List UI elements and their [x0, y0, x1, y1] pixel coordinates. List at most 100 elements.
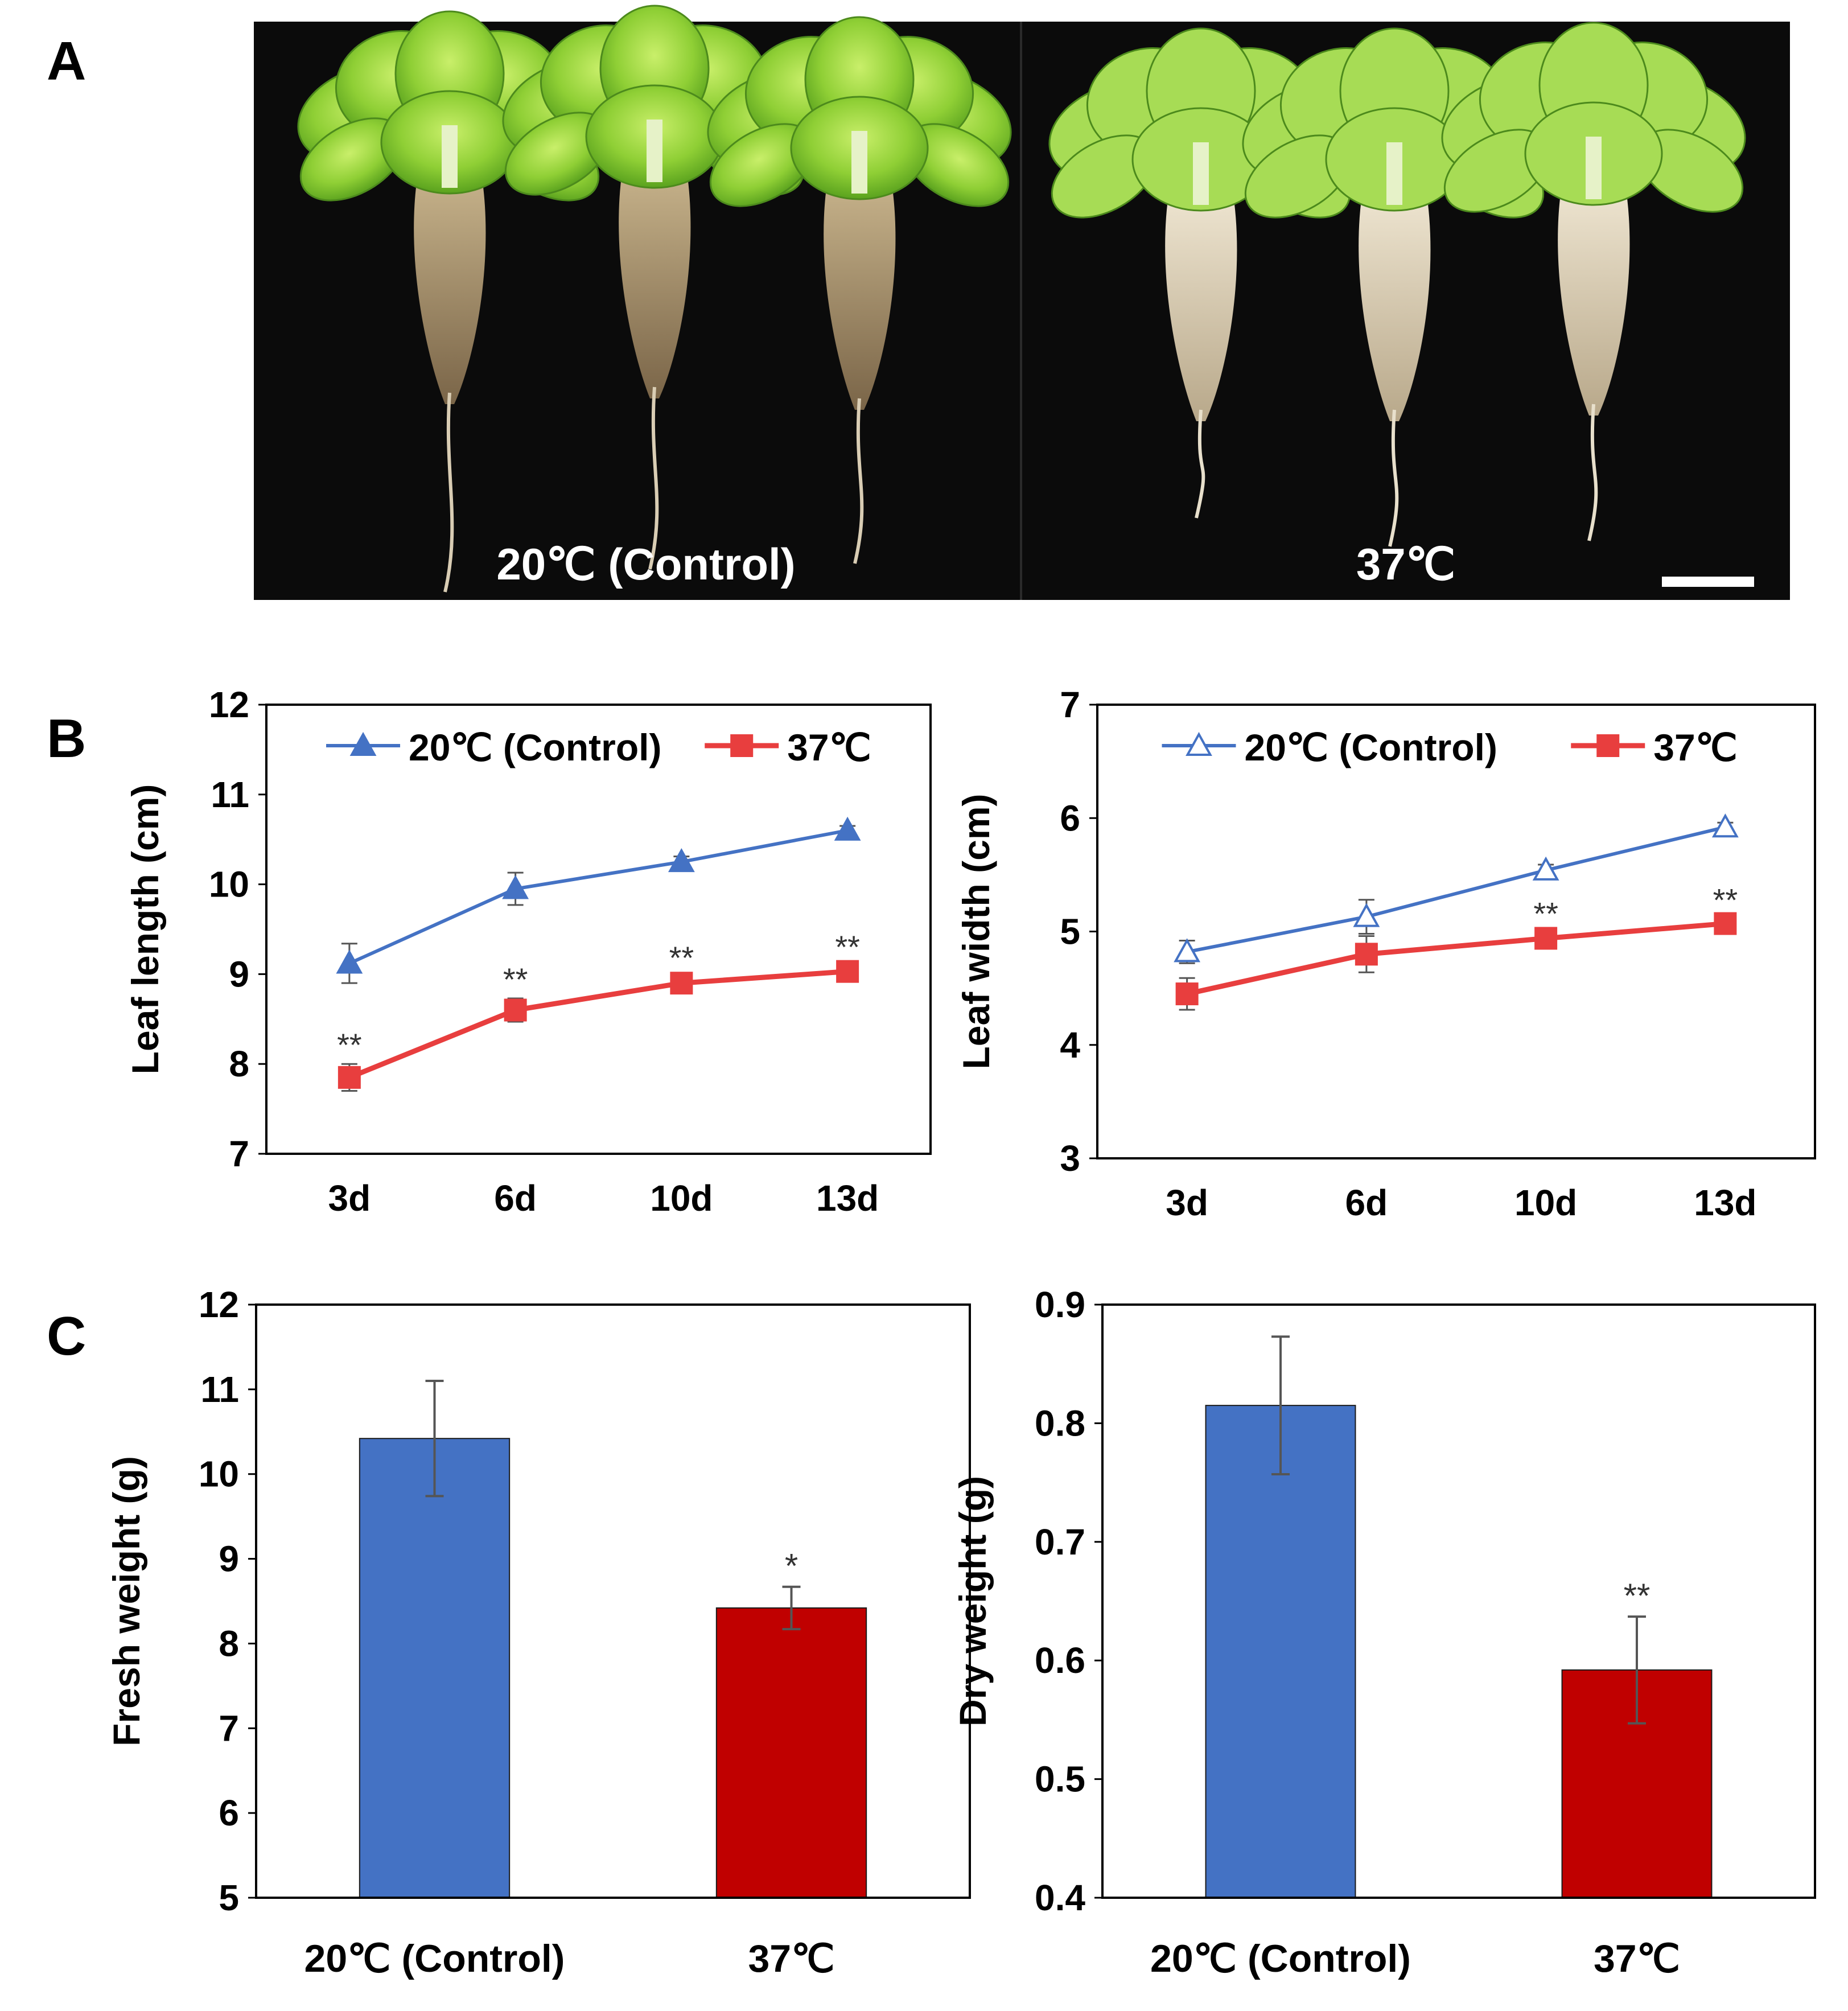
tap-root: [1388, 409, 1399, 547]
bar-1: [715, 1607, 867, 1899]
root-mass: [824, 176, 896, 410]
tap-root: [1587, 404, 1598, 541]
y-tick-label: 0.4: [1035, 1877, 1085, 1918]
legend: 20℃ (Control) 37℃: [1162, 726, 1738, 768]
x-tick-label: 37℃: [1594, 1937, 1680, 1980]
data-point-1: [502, 875, 529, 899]
y-tick-label: 3: [1060, 1138, 1080, 1179]
series-1: ** **: [1175, 882, 1738, 1011]
plot-frame: [255, 1303, 971, 1899]
x-tick-label: 6d: [494, 1178, 537, 1219]
stem: [647, 120, 662, 182]
y-tick-label: 12: [209, 684, 249, 725]
stem: [1386, 142, 1402, 205]
plot-frame: [265, 704, 932, 1155]
y-axis-label: Fresh weight (g): [105, 1456, 147, 1746]
scale-bar: [1662, 577, 1754, 587]
y-tick-label: 12: [199, 1284, 239, 1325]
data-point-2: [1532, 856, 1559, 881]
panel-label-c: C: [47, 1306, 86, 1367]
data-point-1: [504, 998, 527, 1022]
data-point-legend-0: [1186, 731, 1212, 756]
plot-frame: [1096, 704, 1816, 1159]
y-tick-label: 0.7: [1035, 1521, 1085, 1562]
legend-label: 37℃: [1653, 726, 1738, 768]
data-point-0: [338, 1066, 361, 1089]
y-tick-label: 11: [211, 774, 249, 815]
x-tick-label: 13d: [816, 1178, 879, 1219]
data-point-3: [836, 960, 859, 983]
y-axis-label: Dry weight (g): [952, 1476, 994, 1726]
data-point-1: [1353, 903, 1380, 927]
root-mass: [414, 171, 486, 404]
dry-weight-chart: ** 0.4 0.5 0.6 0.7 0.8 0.9 20℃ (Control) 37℃ Dry …: [952, 1284, 1816, 1980]
x-tick-label: 3d: [328, 1178, 371, 1219]
significance-mark: **: [503, 961, 528, 997]
y-tick-label: 5: [219, 1877, 239, 1918]
stem: [442, 125, 458, 188]
significance-mark: **: [835, 929, 860, 965]
root-mass: [1558, 182, 1630, 416]
data-point-legend-1: [1596, 734, 1620, 757]
stem: [851, 131, 867, 194]
y-tick-label: 8: [219, 1623, 239, 1664]
root-mass: [619, 165, 691, 398]
y-tick-label: 9: [229, 953, 249, 994]
photo-caption-heat: 37℃: [1356, 539, 1455, 589]
y-tick-label: 0.6: [1035, 1640, 1085, 1681]
series-line: [348, 828, 848, 965]
photo-caption-control: 20℃ (Control): [496, 539, 795, 589]
significance-mark: **: [1533, 895, 1558, 931]
panel-label-a: A: [47, 31, 86, 92]
y-tick-label: 0.8: [1035, 1403, 1085, 1444]
x-tick-label: 20℃ (Control): [1150, 1937, 1411, 1980]
panel-label-b: B: [47, 708, 86, 769]
data-point-2: [1534, 927, 1558, 950]
root-mass: [1359, 188, 1431, 421]
tap-root: [443, 392, 454, 593]
x-tick-label: 3d: [1166, 1182, 1208, 1223]
root-mass: [1165, 188, 1237, 421]
significance-mark: **: [1624, 1577, 1651, 1615]
data-point-3: [1714, 912, 1737, 935]
fresh-weight-chart: * 5 6 7 8 9 10 11 12 20℃ (Control) 37℃ Fresh weight…: [105, 1284, 971, 1980]
stem: [1193, 142, 1209, 205]
significance-mark: **: [1713, 882, 1738, 918]
data-point-3: [834, 816, 861, 841]
bar-0: [359, 1438, 511, 1899]
control-plants: [297, 5, 1012, 593]
legend-label: 37℃: [787, 726, 871, 768]
data-point-0: [1174, 938, 1201, 963]
series-1: ** ** ** **: [337, 929, 860, 1092]
y-axis-label: Leaf width (cm): [955, 793, 997, 1069]
significance-mark: *: [785, 1547, 798, 1585]
y-tick-label: 9: [219, 1539, 239, 1580]
x-tick-label: 10d: [650, 1178, 713, 1219]
heat-plants: [1048, 22, 1746, 547]
plot-frame: [1101, 1303, 1816, 1899]
data-point-2: [668, 848, 695, 873]
legend-label: 20℃ (Control): [409, 726, 661, 768]
x-tick-label: 10d: [1514, 1182, 1577, 1223]
data-point-0: [336, 949, 363, 974]
leaf-width-chart: 3 4 5 6 7 3d 6d 10d 13d Leaf width (cm) ** ** 20℃ (C…: [955, 684, 1816, 1223]
y-tick-label: 6: [1060, 797, 1080, 838]
y-axis-label: Leaf length (cm): [124, 784, 166, 1075]
y-tick-label: 10: [199, 1454, 239, 1495]
bar-0: [1205, 1405, 1356, 1898]
y-tick-label: 10: [209, 864, 249, 905]
series-line: [1186, 921, 1726, 997]
y-tick-label: 0.9: [1035, 1284, 1085, 1325]
tap-root: [853, 398, 864, 564]
y-tick-label: 11: [200, 1369, 239, 1410]
x-tick-label: 37℃: [748, 1937, 834, 1980]
significance-mark: **: [669, 940, 694, 976]
series-0: [1174, 813, 1739, 964]
x-tick-label: 20℃ (Control): [304, 1937, 565, 1980]
y-tick-label: 7: [219, 1708, 239, 1749]
data-point-0: [1175, 982, 1199, 1006]
y-tick-label: 8: [229, 1043, 249, 1084]
significance-mark: **: [337, 1027, 362, 1063]
series-0: [336, 816, 861, 984]
